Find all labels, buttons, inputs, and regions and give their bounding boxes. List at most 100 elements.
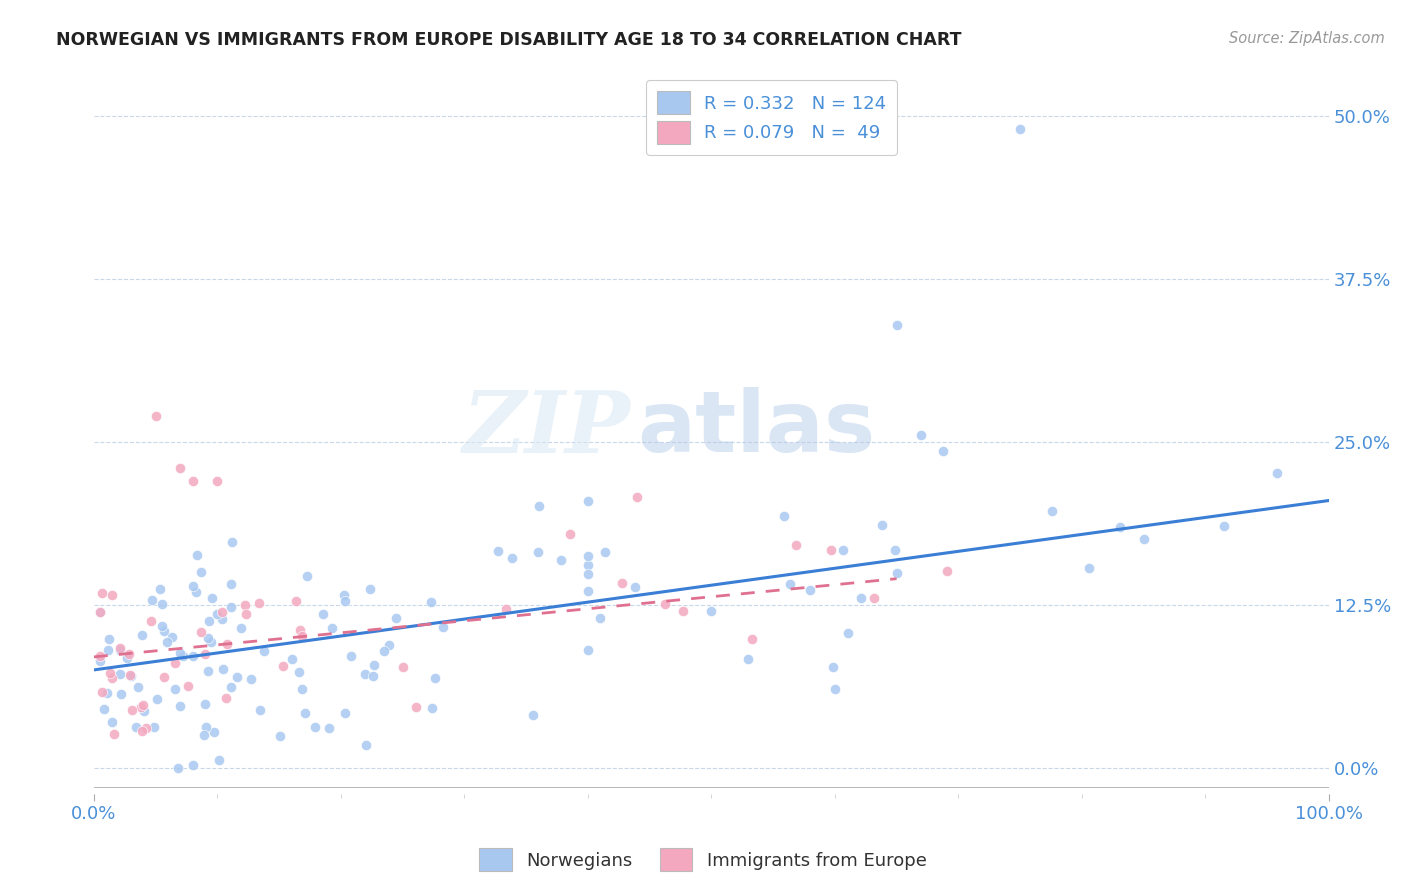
Point xyxy=(910,428,932,442)
Point xyxy=(884,542,907,557)
Point xyxy=(1212,519,1234,533)
Point xyxy=(208,753,231,767)
Point xyxy=(207,474,229,488)
Point xyxy=(405,700,427,714)
Point xyxy=(1133,532,1156,546)
Point xyxy=(186,548,208,562)
Point xyxy=(340,648,363,663)
Point xyxy=(420,595,443,609)
Point xyxy=(96,686,118,700)
Point xyxy=(391,660,413,674)
Point xyxy=(169,646,191,660)
Point xyxy=(700,604,723,618)
Point xyxy=(741,632,763,646)
Point xyxy=(377,638,399,652)
Point xyxy=(160,630,183,644)
Point xyxy=(576,583,599,598)
Point xyxy=(205,607,228,621)
Point xyxy=(312,607,335,622)
Point xyxy=(91,586,114,600)
Point xyxy=(226,670,249,684)
Point xyxy=(550,552,572,566)
Point xyxy=(132,698,155,713)
Point xyxy=(89,605,111,619)
Point xyxy=(194,647,217,661)
Point xyxy=(269,729,291,743)
Text: Source: ZipAtlas.com: Source: ZipAtlas.com xyxy=(1229,31,1385,46)
Point xyxy=(127,680,149,694)
Point xyxy=(110,687,132,701)
Point xyxy=(576,549,599,564)
Point xyxy=(231,622,253,636)
Text: atlas: atlas xyxy=(637,387,876,470)
Point xyxy=(169,461,191,475)
Point xyxy=(211,662,233,676)
Legend: Norwegians, Immigrants from Europe: Norwegians, Immigrants from Europe xyxy=(472,841,934,879)
Point xyxy=(527,500,550,514)
Point xyxy=(217,637,239,651)
Point xyxy=(281,651,304,665)
Point xyxy=(560,527,582,541)
Point xyxy=(132,704,155,718)
Point xyxy=(271,658,294,673)
Point xyxy=(247,596,270,610)
Point xyxy=(118,647,141,661)
Point xyxy=(163,656,186,670)
Point xyxy=(886,566,908,580)
Point xyxy=(318,721,340,735)
Point xyxy=(125,720,148,734)
Point xyxy=(527,545,550,559)
Point xyxy=(101,714,124,729)
Point xyxy=(215,690,238,705)
Point xyxy=(219,577,242,591)
Point xyxy=(110,642,132,657)
Point xyxy=(176,679,198,693)
Point xyxy=(193,728,215,742)
Point xyxy=(837,626,859,640)
Point xyxy=(152,624,174,639)
Point xyxy=(1109,520,1132,534)
Point xyxy=(862,591,884,606)
Point xyxy=(108,641,131,656)
Point xyxy=(285,594,308,608)
Point xyxy=(135,721,157,735)
Point xyxy=(824,681,846,696)
Point xyxy=(194,721,217,735)
Point xyxy=(131,723,153,738)
Point xyxy=(235,607,257,621)
Point xyxy=(240,673,263,687)
Text: NORWEGIAN VS IMMIGRANTS FROM EUROPE DISABILITY AGE 18 TO 34 CORRELATION CHART: NORWEGIAN VS IMMIGRANTS FROM EUROPE DISA… xyxy=(56,31,962,49)
Point xyxy=(820,542,842,557)
Point xyxy=(181,648,204,663)
Point xyxy=(932,444,955,458)
Point xyxy=(772,508,794,523)
Point xyxy=(121,703,143,717)
Point xyxy=(202,724,225,739)
Point xyxy=(98,665,121,680)
Point xyxy=(89,654,111,668)
Point xyxy=(131,627,153,641)
Point xyxy=(384,611,406,625)
Point xyxy=(333,706,356,721)
Point xyxy=(432,620,454,634)
Point xyxy=(197,664,219,678)
Point xyxy=(849,591,872,606)
Point xyxy=(737,652,759,666)
Point xyxy=(101,671,124,685)
Point xyxy=(90,684,112,698)
Point xyxy=(211,606,233,620)
Point xyxy=(522,707,544,722)
Point xyxy=(486,544,509,558)
Point xyxy=(287,665,309,680)
Point xyxy=(97,643,120,657)
Point xyxy=(89,605,111,619)
Point xyxy=(103,727,125,741)
Point xyxy=(200,634,222,648)
Point xyxy=(1010,122,1032,136)
Point xyxy=(233,599,256,613)
Point xyxy=(253,644,276,658)
Point xyxy=(149,582,172,597)
Point xyxy=(1077,561,1099,575)
Point xyxy=(129,699,152,714)
Point xyxy=(150,619,173,633)
